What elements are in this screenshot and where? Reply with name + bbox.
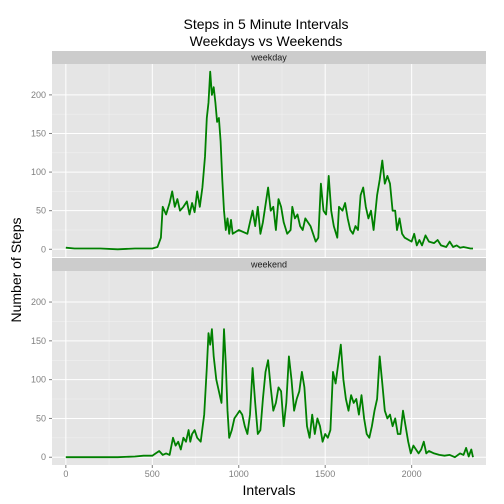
y-tick-label: 100 (31, 375, 46, 385)
x-axis-title: Intervals (243, 482, 296, 498)
series-line-weekday (65, 70, 473, 251)
y-tick-label: 200 (31, 297, 46, 307)
strip-weekday (52, 51, 486, 64)
chart-title-line-1: Steps in 5 Minute Intervals (184, 16, 349, 32)
y-tick-label: 150 (31, 336, 46, 346)
strip-label-weekend: weekend (250, 260, 287, 270)
x-tick-label: 1000 (229, 469, 249, 479)
panel-weekend: weekend 0 50 100 150 200 (31, 258, 486, 465)
x-axis-ticks: 0 500 1000 1500 2000 (63, 465, 422, 479)
x-tick-label: 0 (63, 469, 68, 479)
y-tick-label: 0 (41, 244, 46, 254)
y-tick-label: 200 (31, 90, 46, 100)
series-line-weekend (65, 328, 474, 459)
panel-background (52, 64, 486, 257)
y-tick-label: 100 (31, 167, 46, 177)
y-tick-label: 0 (41, 452, 46, 462)
panel-weekday: weekday 0 50 100 150 200 (31, 51, 486, 257)
y-tick-label: 150 (31, 128, 46, 138)
x-tick-label: 2000 (402, 469, 422, 479)
y-axis-title: Number of Steps (8, 217, 24, 322)
x-tick-label: 1500 (315, 469, 335, 479)
y-tick-label: 50 (36, 413, 46, 423)
strip-weekend (52, 258, 486, 271)
strip-label-weekday: weekday (250, 53, 287, 63)
x-tick-label: 500 (145, 469, 160, 479)
panels: weekday 0 50 100 150 200 weekend 0 50 100 150 200 (31, 51, 486, 465)
chart-title-line-2: Weekdays vs Weekends (190, 33, 343, 49)
y-tick-label: 50 (36, 206, 46, 216)
